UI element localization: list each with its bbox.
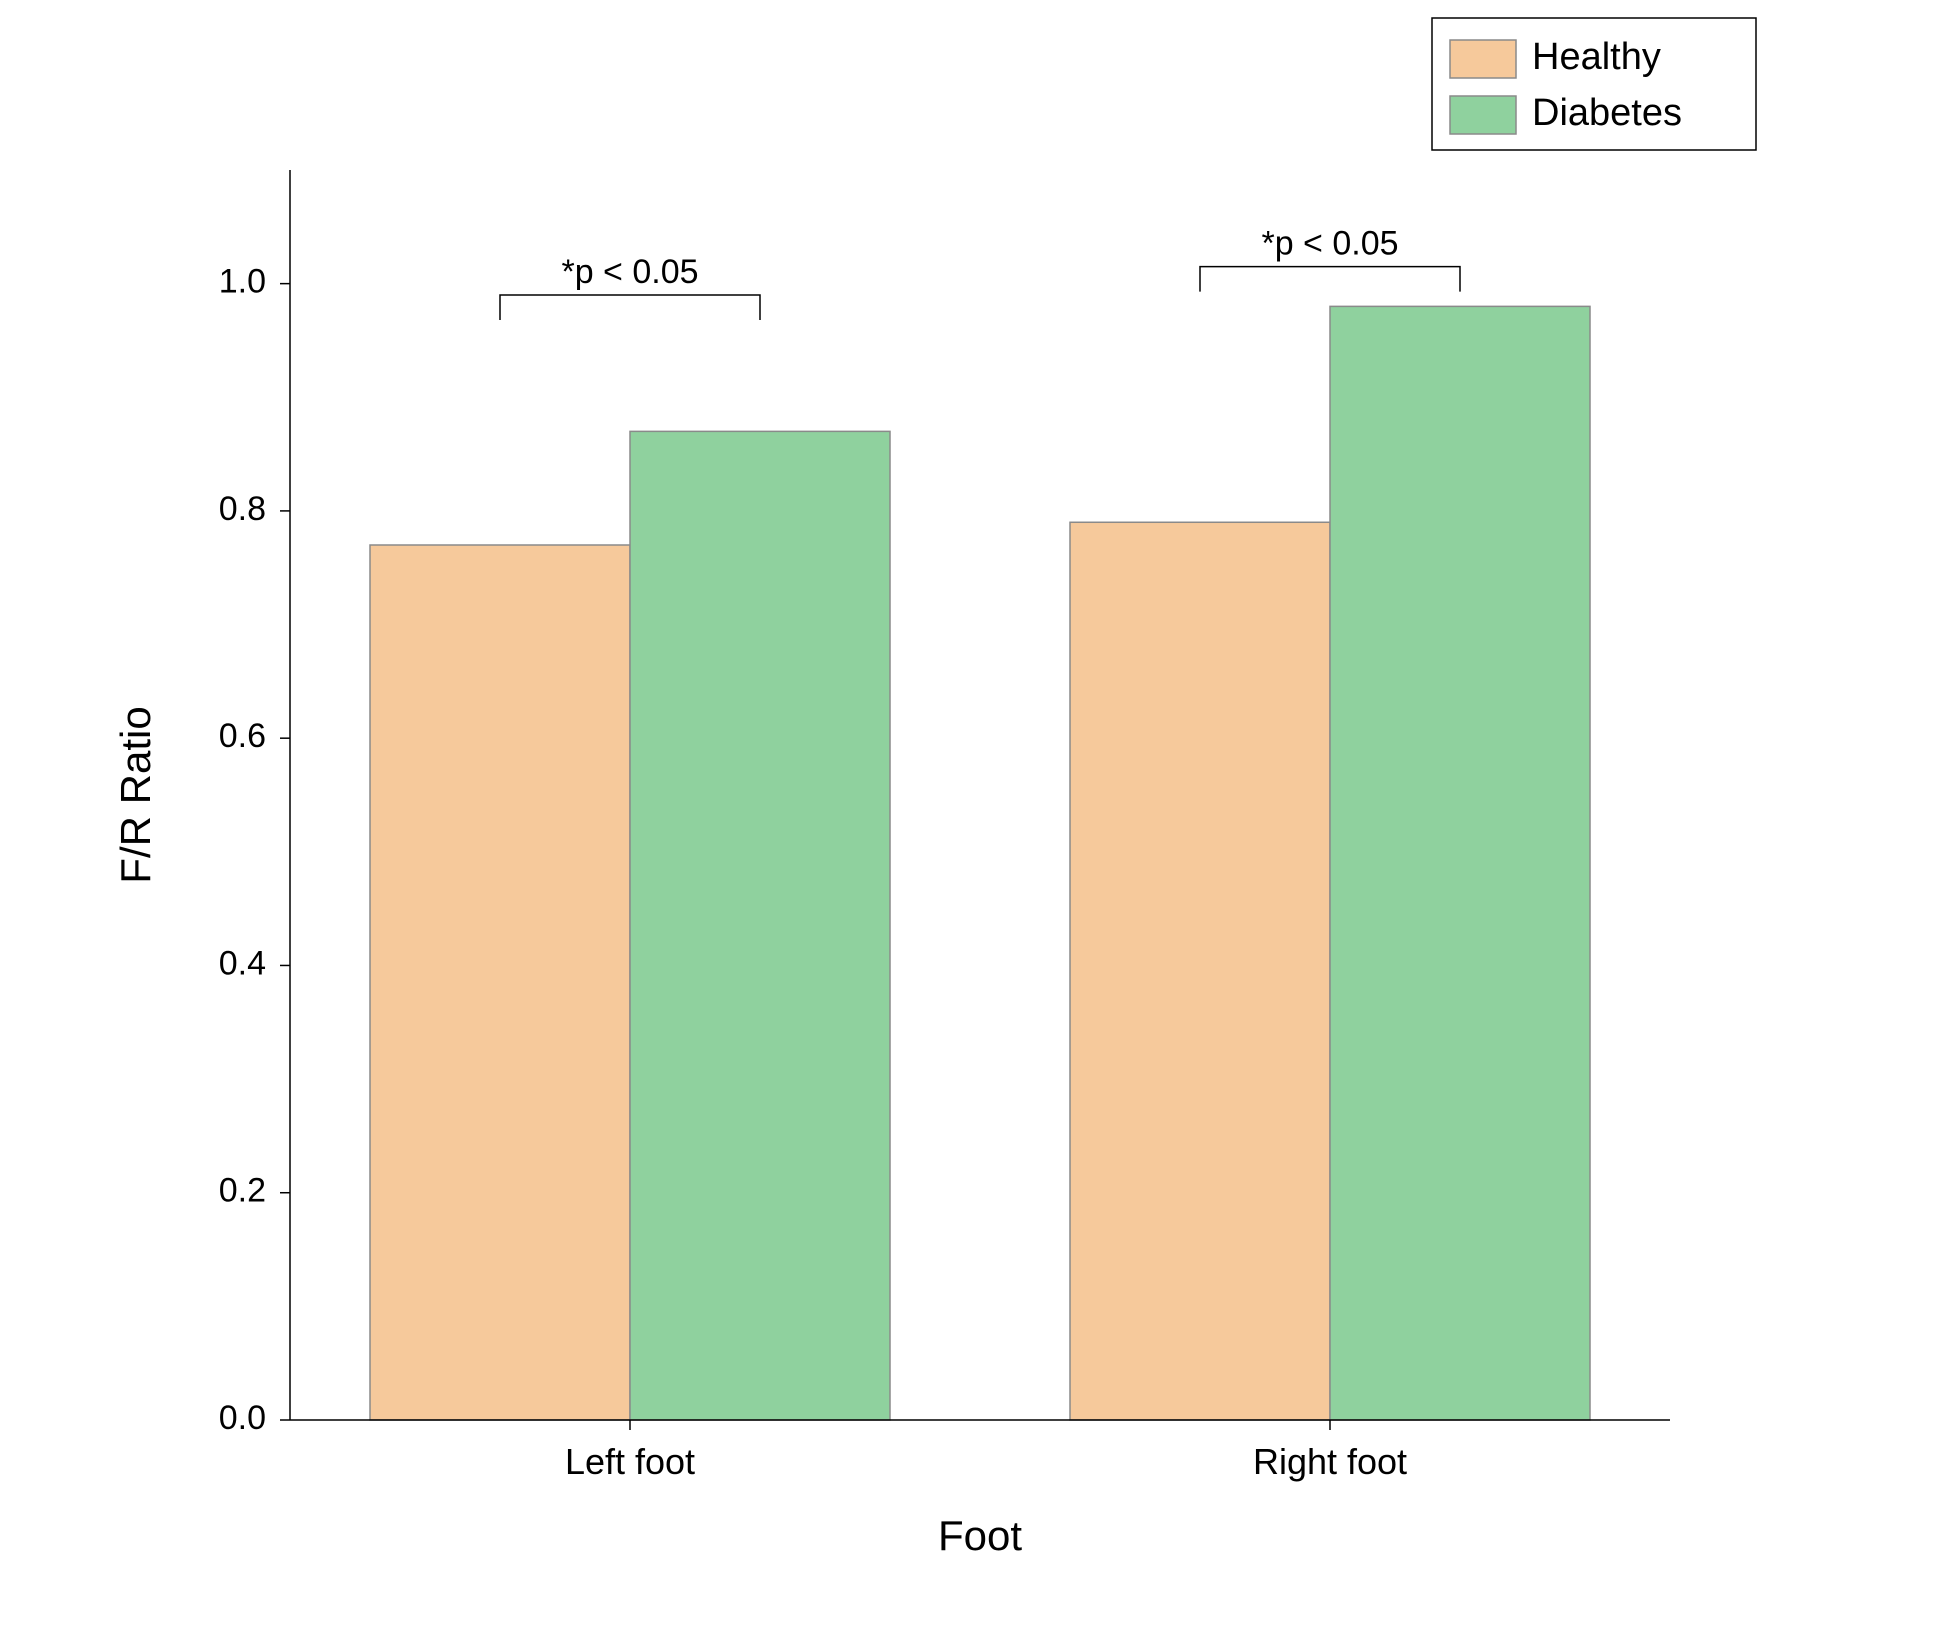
legend-label-healthy: Healthy bbox=[1532, 36, 1661, 78]
y-tick-label-2: 0.4 bbox=[219, 944, 266, 982]
chart-svg: *p < 0.05 *p < 0.05 0.0 0.2 0.4 0.6 0.8 1.0 F/R … bbox=[0, 0, 1935, 1633]
x-tick-label-1: Right foot bbox=[1253, 1441, 1407, 1482]
bar-chart: *p < 0.05 *p < 0.05 0.0 0.2 0.4 0.6 0.8 1.0 F/R … bbox=[0, 0, 1935, 1633]
bar-diabetes-right-foot bbox=[1330, 306, 1590, 1420]
y-axis-title: F/R Ratio bbox=[112, 706, 159, 883]
legend-swatch-diabetes bbox=[1450, 96, 1516, 134]
bar-healthy-right-foot bbox=[1070, 522, 1330, 1420]
y-tick-label-0: 0.0 bbox=[219, 1399, 266, 1437]
significance-label-1: *p < 0.05 bbox=[1261, 225, 1398, 263]
bar-diabetes-left-foot bbox=[630, 431, 890, 1420]
y-tick-label-5: 1.0 bbox=[219, 263, 266, 301]
legend-swatch-healthy bbox=[1450, 40, 1516, 78]
legend-label-diabetes: Diabetes bbox=[1532, 92, 1682, 134]
x-tick-label-0: Left foot bbox=[565, 1441, 695, 1482]
y-tick-label-4: 0.8 bbox=[219, 490, 266, 528]
y-tick-label-1: 0.2 bbox=[219, 1172, 266, 1210]
y-tick-label-3: 0.6 bbox=[219, 717, 266, 755]
x-axis-title: Foot bbox=[938, 1512, 1022, 1559]
bar-healthy-left-foot bbox=[370, 545, 630, 1420]
significance-label-0: *p < 0.05 bbox=[561, 253, 698, 291]
